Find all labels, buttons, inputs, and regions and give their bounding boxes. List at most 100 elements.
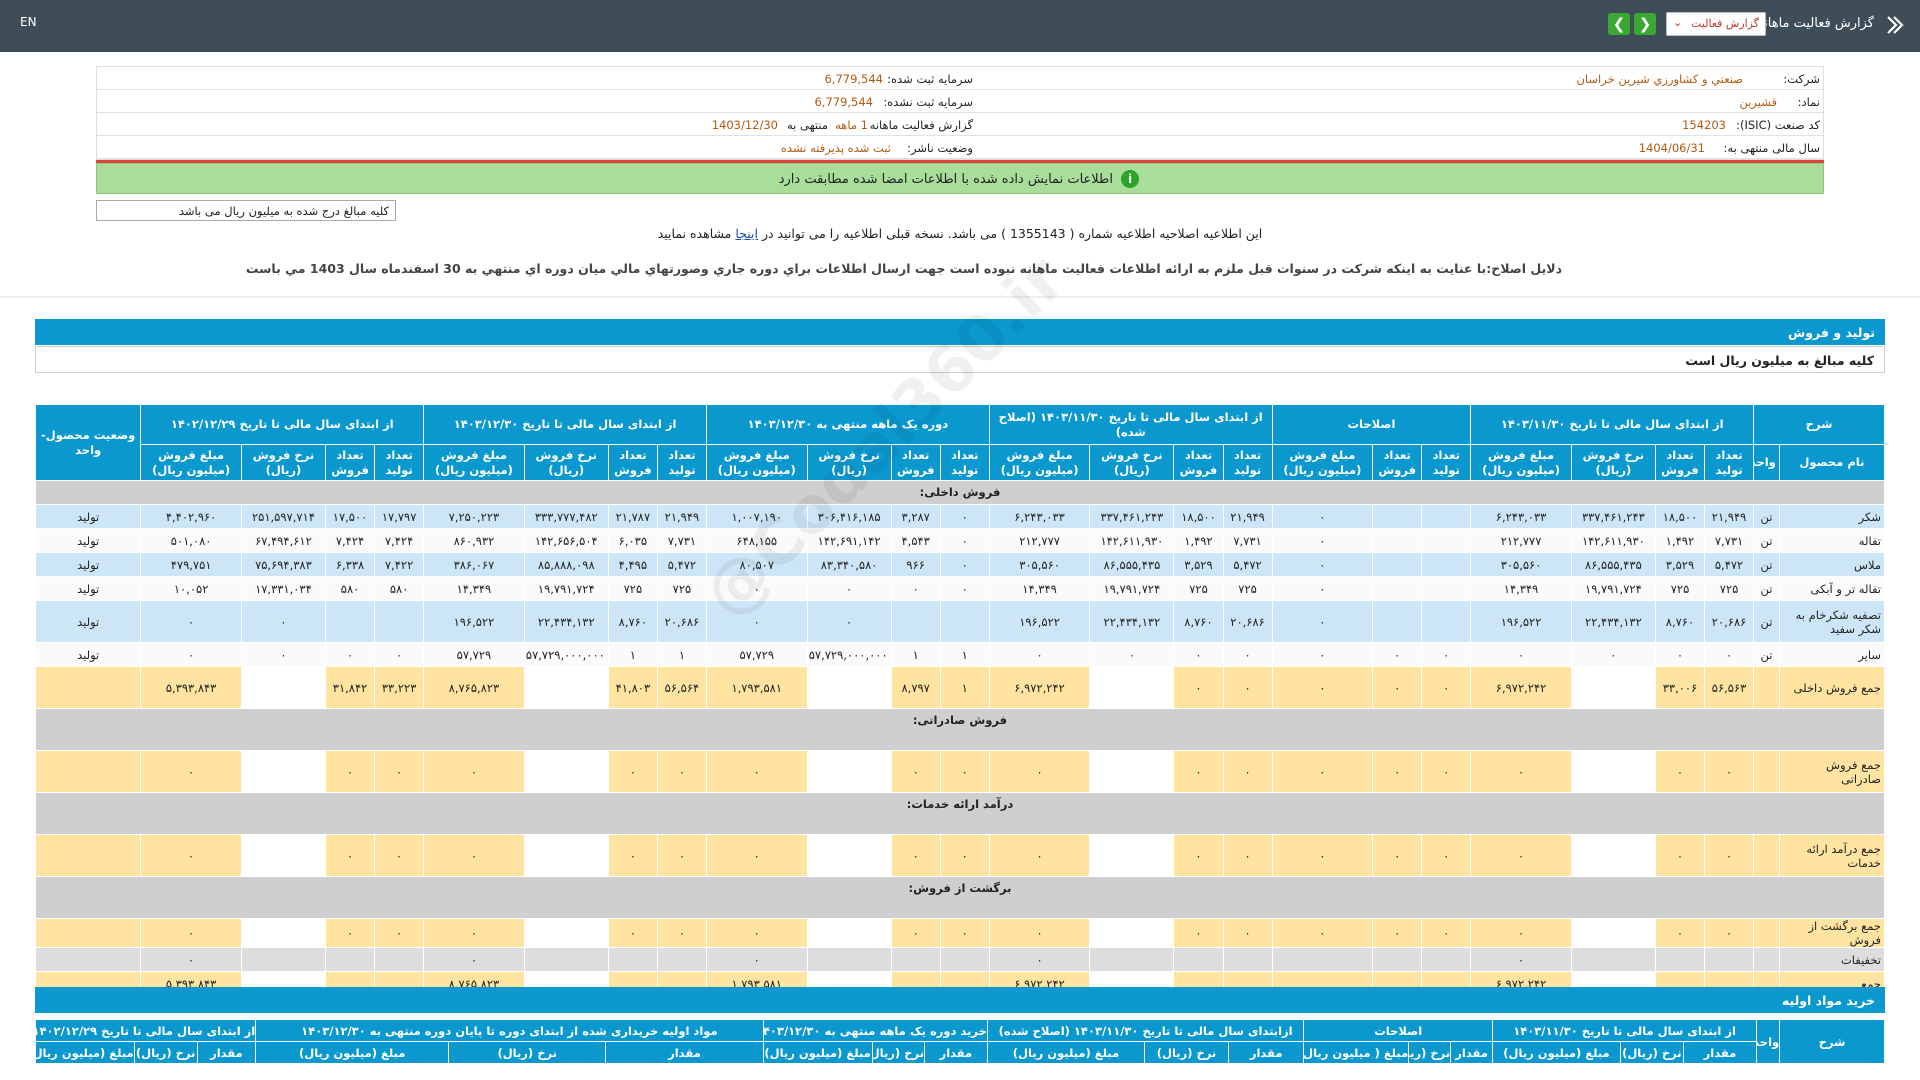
table-cell: ۰ xyxy=(1654,834,1706,877)
table-cell xyxy=(374,947,425,972)
column-header: تعداد فروش xyxy=(1654,444,1706,481)
column-header: تعداد فروش xyxy=(890,444,941,481)
table-cell: ۰ xyxy=(324,918,376,948)
table-cell: ۳۰۵,۵۶۰ xyxy=(1470,552,1572,577)
status-label: وضعیت ناشر: xyxy=(907,141,973,155)
table-cell: ۰ xyxy=(1470,947,1572,972)
table-cell: ۰ xyxy=(705,750,808,793)
table-cell: ۶,۰۳۵ xyxy=(607,528,658,553)
table-cell: ۷۲۵ xyxy=(607,576,658,601)
table-cell: ۰ xyxy=(988,918,1091,948)
table-cell xyxy=(1089,834,1175,877)
column-header: مبلغ (میلیون ریال) xyxy=(986,1041,1146,1064)
column-header: مبلغ فروش (میلیون ریال) xyxy=(988,444,1091,481)
table-cell: ۰ xyxy=(1271,504,1374,529)
column-header: تعداد فروش xyxy=(607,444,658,481)
table-cell: ۶۴۸,۱۵۵ xyxy=(705,528,808,553)
table-cell: ۵۷,۷۲۹,۰۰۰,۰۰۰ xyxy=(806,642,892,667)
column-header: مقدار xyxy=(196,1041,257,1064)
table-cell: ۷,۴۲۲ xyxy=(374,552,425,577)
table-cell: ۲۲,۴۳۴,۱۳۲ xyxy=(523,600,609,643)
table-cell: ۰ xyxy=(705,834,808,877)
table-cell xyxy=(324,947,376,972)
product-name: سایر xyxy=(1778,642,1886,667)
previous-version-link[interactable]: اینجا xyxy=(735,226,758,241)
column-header: تعداد فروش xyxy=(1173,444,1224,481)
next-button[interactable]: ❮ xyxy=(1608,13,1630,35)
table-cell: ۰ xyxy=(705,947,808,972)
language-switch[interactable]: EN xyxy=(20,15,37,29)
table-cell: ۵۶,۵۶۴ xyxy=(656,666,707,709)
column-header: مبلغ (میلیون ریال) xyxy=(762,1041,873,1064)
table-cell: ۱,۷۹۳,۵۸۱ xyxy=(705,666,808,709)
report-type-select[interactable]: گزارش فعالیت ⌄ xyxy=(1666,12,1766,36)
table-cell: ۰ xyxy=(607,918,658,948)
table-cell: ۸,۷۶۵,۸۲۳ xyxy=(423,666,525,709)
table-cell xyxy=(1753,918,1780,948)
group-header: شرح xyxy=(1753,404,1885,445)
table-cell: ۰ xyxy=(1271,918,1374,948)
table-cell: ۱ xyxy=(656,642,707,667)
amendment-notice: این اطلاعیه اصلاحیه اطلاعیه شماره ( 1355… xyxy=(0,226,1920,241)
company-label: شرکت: xyxy=(1783,72,1820,86)
table-cell: ۰ xyxy=(939,750,990,793)
company-name: صنعتي و کشاورزي شيرين خراسان xyxy=(1576,72,1743,86)
table-cell: ۴۷۹,۷۵۱ xyxy=(140,552,242,577)
table-cell: ۸۳,۳۴۰,۵۸۰ xyxy=(806,552,892,577)
table-cell: ۱۴,۳۴۹ xyxy=(423,576,525,601)
prev-button[interactable]: ❯ xyxy=(1634,13,1656,35)
group-header: خرید دوره یک ماهه منتهی به ۱۴۰۳/۱۲/۳۰ xyxy=(762,1019,988,1042)
table-cell: ۱۴۲,۶۱۱,۹۳۰ xyxy=(1570,528,1656,553)
table-cell: ۱۴۲,۶۵۶,۵۰۴ xyxy=(523,528,609,553)
table-cell: ۰ xyxy=(374,834,425,877)
table-cell: ۶,۹۷۲,۲۴۲ xyxy=(1470,666,1572,709)
symbol-label: نماد: xyxy=(1797,95,1820,109)
column-header: مبلغ (میلیون ریال) xyxy=(255,1041,450,1064)
table-cell: ۰ xyxy=(988,834,1091,877)
top-bar: گزارش فعالیت ماهانه گزارش فعالیت ⌄ ❯ ❮ EN xyxy=(0,0,1920,52)
table-cell xyxy=(806,834,892,877)
table-cell xyxy=(34,834,142,877)
table-cell: ۰ xyxy=(806,576,892,601)
fiscal-year-label: سال مالی منتهی به: xyxy=(1723,141,1820,155)
table-cell: ۰ xyxy=(656,918,707,948)
table-cell: ۰ xyxy=(1654,642,1706,667)
table-cell: ۶۷,۴۹۴,۶۱۲ xyxy=(240,528,327,553)
table-cell xyxy=(34,918,142,948)
product-name: تخفیفات xyxy=(1778,947,1886,972)
table-cell: ۰ xyxy=(656,750,707,793)
table-cell xyxy=(34,947,142,972)
table-row: تفاله تن ۷,۷۳۱ ۱,۴۹۲ ۱۴۲,۶۱۱,۹۳۰ ۲۱۲,۷۷۷ ۰ ۷,۷۳… xyxy=(34,528,1886,553)
table-cell: ۲۱,۷۸۷ xyxy=(607,504,658,529)
group-header: واحد xyxy=(1756,1019,1781,1064)
table-cell xyxy=(1421,528,1472,553)
table-cell: ۵۶,۵۶۳ xyxy=(1704,666,1755,709)
column-header: تعداد فروش xyxy=(324,444,376,481)
table-cell xyxy=(806,750,892,793)
product-name: ملاس xyxy=(1778,552,1886,577)
table-cell: ۶,۲۴۳,۰۳۳ xyxy=(988,504,1091,529)
table-cell: ۳۰۵,۵۶۰ xyxy=(988,552,1091,577)
table-cell: ۷۲۵ xyxy=(1222,576,1273,601)
table-cell xyxy=(1421,504,1472,529)
table-cell xyxy=(34,750,142,793)
table-cell: ۰ xyxy=(140,918,242,948)
table-cell: ۳۳,۲۲۳ xyxy=(374,666,425,709)
table-cell xyxy=(1570,666,1656,709)
table-cell: ۵,۴۷۲ xyxy=(1704,552,1755,577)
column-header: مبلغ (میلیون ریال) xyxy=(35,1041,135,1064)
table-cell: ۶,۲۴۳,۰۳۳ xyxy=(1470,504,1572,529)
table-cell: ۰ xyxy=(140,750,242,793)
table-cell: ۱۴۲,۶۹۱,۱۴۲ xyxy=(806,528,892,553)
isic-value: 154203 xyxy=(1682,118,1726,132)
table-cell xyxy=(1372,576,1423,601)
table-cell: ۳۳۷,۴۶۱,۲۴۳ xyxy=(1570,504,1656,529)
table-cell: ۰ xyxy=(324,642,376,667)
group-header: از ابتدای سال مالی تا تاریخ ۱۴۰۳/۱۱/۳۰ (… xyxy=(988,404,1273,445)
table-cell: ۰ xyxy=(939,918,990,948)
amendment-text-end: مشاهده نمایید xyxy=(657,226,732,241)
table-cell: ۰ xyxy=(1271,642,1374,667)
table-cell: تولید xyxy=(34,552,142,577)
group-header: از ابتدای سال مالی تا تاریخ ۱۴۰۳/۱۱/۳۰ xyxy=(1492,1019,1758,1042)
table-cell: ۰ xyxy=(324,750,376,793)
